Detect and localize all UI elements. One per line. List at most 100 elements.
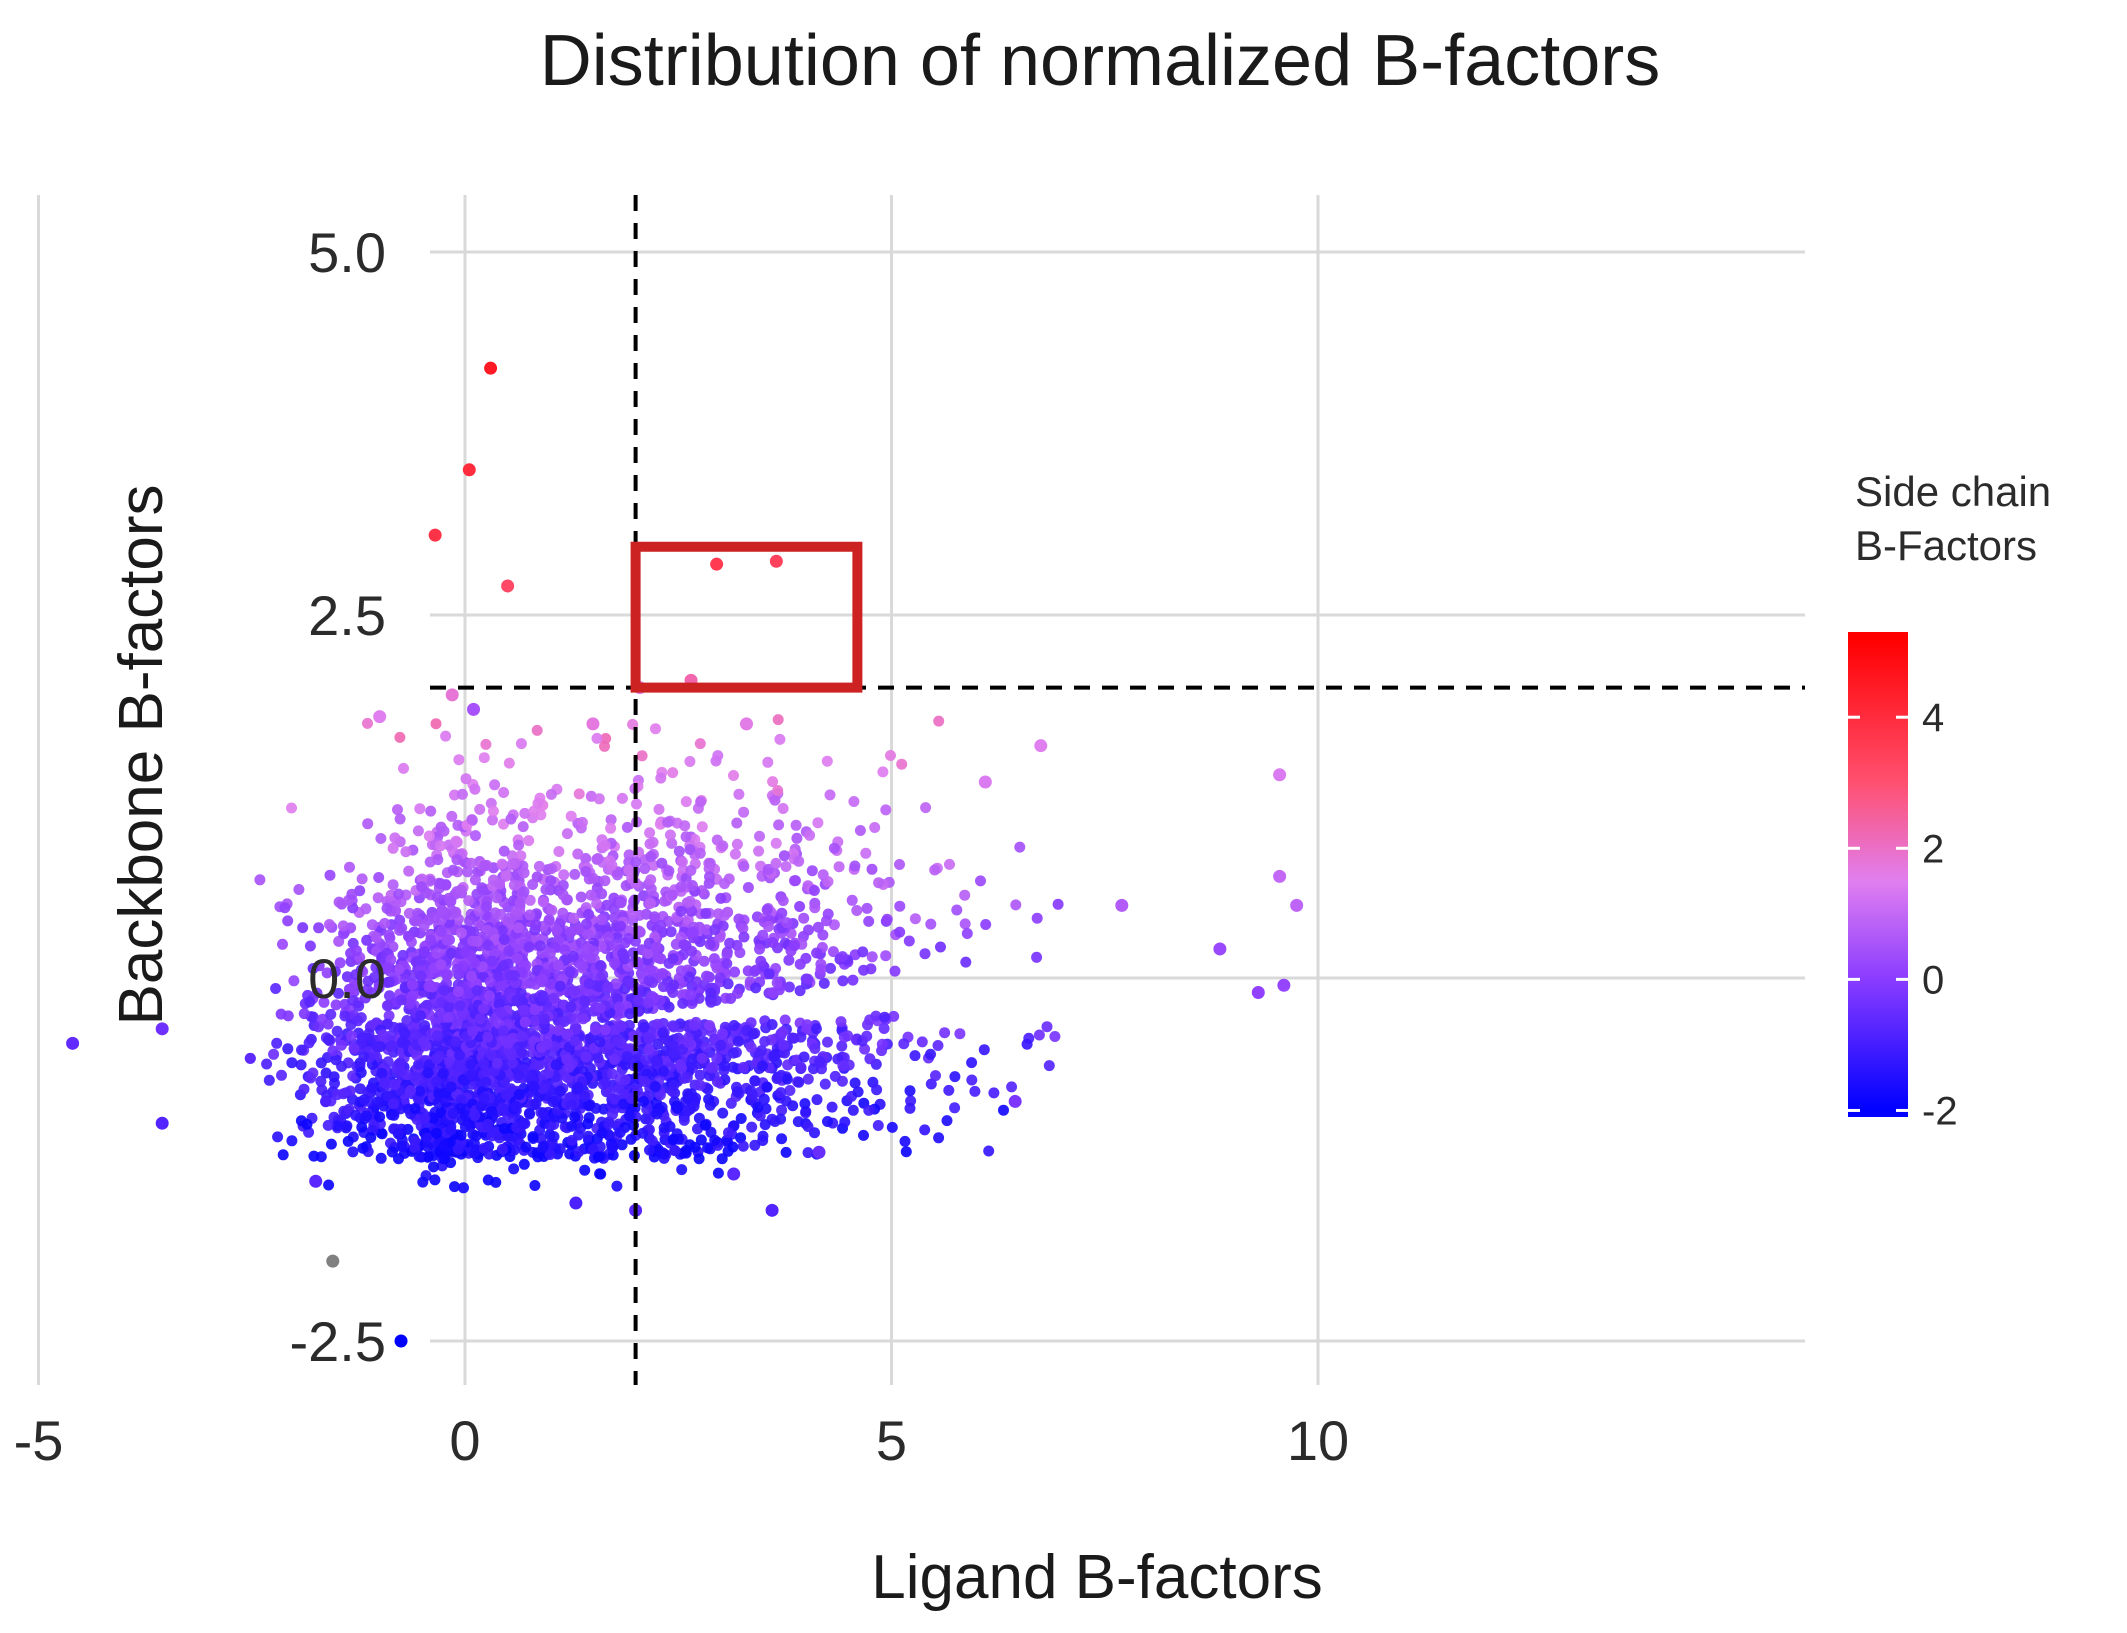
cluster-point (345, 1030, 357, 1042)
cluster-point (591, 732, 603, 744)
cluster-point (591, 898, 603, 910)
cluster-point (888, 1010, 900, 1022)
cluster-point (277, 1149, 289, 1161)
cluster-point (863, 915, 875, 927)
cluster-point (814, 1056, 826, 1067)
cluster-point (864, 1053, 876, 1065)
cluster-point (717, 1107, 729, 1119)
cluster-point (808, 1063, 819, 1075)
cluster-point (779, 1014, 791, 1026)
cluster-point (566, 1134, 578, 1146)
cluster-point (804, 829, 816, 841)
cluster-point (745, 1041, 757, 1053)
cluster-point (680, 796, 692, 808)
cluster-point (749, 1075, 761, 1087)
cluster-point (373, 872, 385, 883)
cluster-point (573, 788, 585, 800)
cluster-point (943, 1084, 955, 1096)
cluster-point (572, 848, 584, 860)
cluster-point (457, 1009, 468, 1021)
cluster-point (385, 954, 397, 966)
cluster-point (304, 996, 316, 1008)
cluster-point (394, 813, 406, 825)
cluster-point (775, 1113, 787, 1125)
cluster-point (428, 912, 440, 924)
cluster-point (998, 1104, 1009, 1116)
cluster-point (614, 1126, 626, 1138)
cluster-point (695, 796, 707, 808)
cluster-point (400, 846, 412, 858)
cluster-point (454, 1050, 465, 1061)
cluster-point (822, 908, 834, 920)
cluster-point (810, 1023, 822, 1035)
legend-tick-label: 2 (1922, 827, 1944, 871)
cluster-point (423, 830, 435, 842)
cluster-point (315, 1075, 327, 1087)
cluster-point (455, 927, 467, 939)
cluster-point (735, 1113, 747, 1124)
cluster-point (815, 964, 827, 975)
cluster-point (387, 879, 399, 891)
cluster-point (569, 868, 581, 880)
cluster-point (811, 1094, 823, 1106)
data-point (326, 1254, 340, 1268)
cluster-point (518, 978, 530, 990)
cluster-point (356, 873, 368, 885)
cluster-point (345, 1019, 357, 1031)
cluster-point (524, 909, 536, 921)
cluster-point (493, 971, 505, 983)
cluster-point (595, 1168, 607, 1180)
cluster-point (498, 787, 510, 798)
x-axis-ticks: -5 0 5 10 (14, 1409, 1350, 1472)
cluster-point (896, 758, 908, 770)
cluster-point (529, 1015, 541, 1027)
cluster-point (455, 884, 467, 896)
cluster-point (761, 1081, 773, 1093)
cluster-point (518, 867, 530, 879)
cluster-point (432, 1030, 443, 1042)
cluster-point (592, 853, 604, 864)
cluster-point (515, 850, 527, 862)
cluster-point (724, 937, 736, 949)
cluster-point (767, 987, 778, 999)
cluster-point (802, 1147, 814, 1159)
cluster-point (511, 994, 523, 1006)
cluster-point (537, 973, 548, 985)
cluster-point (866, 951, 878, 963)
cluster-point (793, 855, 805, 867)
cluster-point (721, 958, 733, 970)
cluster-point (277, 938, 288, 950)
cluster-point (606, 859, 618, 871)
cluster-point (592, 1052, 604, 1064)
data-point (1290, 898, 1304, 912)
cluster-point (812, 817, 824, 829)
cluster-point (776, 907, 788, 919)
cluster-point (458, 1182, 469, 1194)
cluster-point (696, 1052, 708, 1064)
cluster-point (778, 850, 790, 862)
chart-title: Distribution of normalized B-factors (540, 21, 1660, 101)
cluster-point (894, 859, 905, 870)
cluster-point (561, 894, 573, 906)
cluster-point (520, 1141, 532, 1153)
cluster-point (497, 1143, 508, 1155)
cluster-point (733, 913, 745, 925)
cluster-point (870, 1010, 882, 1022)
cluster-point (861, 1030, 873, 1042)
cluster-point (487, 805, 499, 817)
cluster-point (486, 955, 498, 967)
cluster-point (396, 922, 408, 934)
cluster-point (508, 879, 520, 891)
cluster-point (777, 895, 789, 907)
cluster-point (426, 981, 438, 993)
cluster-point (452, 1143, 464, 1155)
data-point (765, 1203, 779, 1217)
cluster-point (860, 847, 872, 859)
cluster-point (344, 861, 355, 873)
cluster-point (872, 1120, 884, 1131)
cluster-point (803, 924, 814, 936)
cluster-point (407, 979, 418, 991)
cluster-point (379, 917, 391, 929)
cluster-point (559, 944, 571, 956)
legend-tick-label: 4 (1922, 696, 1944, 740)
